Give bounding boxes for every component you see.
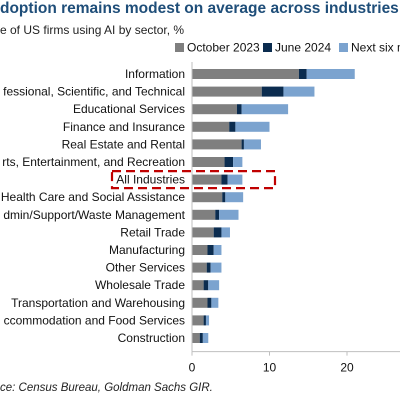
category-label: rts, Entertainment, and Recreation	[2, 155, 185, 169]
bar-segment	[192, 192, 223, 203]
bar-segment	[236, 104, 242, 115]
bar-segment	[192, 157, 225, 167]
category-label: Educational Services	[73, 102, 185, 116]
bar-segment	[192, 315, 204, 326]
bar-segment	[208, 280, 220, 291]
bar-segment	[222, 192, 226, 203]
legend-swatch	[175, 43, 184, 52]
bar-segment	[192, 174, 222, 185]
legend-swatch	[339, 43, 348, 52]
bar-segment	[243, 139, 261, 150]
bar-segment	[219, 209, 239, 220]
bar-segment	[225, 192, 244, 203]
bar-segment	[241, 139, 244, 150]
bar-segment	[192, 245, 208, 255]
bar-segment	[221, 227, 230, 238]
bar-segment	[233, 157, 243, 167]
chart-title: doption remains modest on average across…	[0, 0, 399, 17]
bar-segment	[298, 69, 307, 79]
bar-segment	[211, 297, 219, 308]
bar-segment	[192, 104, 237, 115]
bar-segment	[202, 333, 209, 343]
bar-segment	[215, 209, 220, 220]
legend-label: June 2024	[275, 41, 331, 55]
category-label: Manufacturing	[109, 243, 185, 257]
bar-segment	[192, 121, 230, 132]
bar-segment	[203, 280, 209, 291]
category-label: Information	[125, 67, 185, 81]
x-tick-label: 20	[340, 361, 354, 375]
category-label: Transportation and Warehousing	[11, 296, 185, 310]
category-label: All Industries	[116, 173, 185, 187]
bar-segment	[229, 121, 236, 132]
legend-swatch	[263, 43, 272, 52]
stacked-bar-chart: October 2023 June 2024 Next six m Informati…	[1, 41, 400, 375]
category-label: Health Care and Social Assistance	[1, 190, 185, 204]
x-tick-label: 10	[263, 361, 277, 375]
category-label: Construction	[118, 331, 185, 345]
bar-segment	[207, 297, 212, 308]
category-label: fessional, Scientific, and Technical	[3, 85, 185, 99]
category-label: Retail Trade	[120, 225, 185, 239]
highlight-box	[110, 170, 277, 190]
bar-segment	[235, 121, 270, 132]
bar-segment	[261, 86, 284, 97]
bar-segment	[199, 333, 203, 343]
bar-segment	[192, 69, 299, 79]
bar-segment	[306, 69, 355, 79]
bar-segment	[192, 209, 216, 220]
bar-segment	[192, 297, 208, 308]
source-note: ce: Census Bureau, Goldman Sachs GIR.	[0, 382, 213, 394]
chart-subtitle: e of US firms using AI by sector, %	[0, 23, 185, 37]
bar-segment	[207, 245, 214, 255]
bar-segment	[213, 245, 222, 255]
bar-segment	[192, 227, 214, 238]
bar-segment	[192, 333, 200, 343]
bar-segment	[210, 262, 222, 273]
category-label: Other Services	[106, 261, 185, 275]
bar-segment	[192, 139, 242, 150]
x-tick-label: 0	[189, 361, 196, 375]
bar-segment	[192, 280, 204, 291]
bar-segment	[241, 104, 289, 115]
category-label: ccommodation and Food Services	[4, 313, 185, 327]
bar-segment	[213, 227, 222, 238]
category-label: Real Estate and Rental	[62, 137, 185, 151]
bar-segment	[192, 86, 262, 97]
legend-label: October 2023	[187, 41, 260, 55]
bar-segment	[205, 315, 210, 326]
bar-segment	[206, 262, 211, 273]
bar-segment	[227, 174, 243, 185]
category-label: Finance and Insurance	[63, 120, 185, 134]
category-label: Wholesale Trade	[95, 278, 185, 292]
bar-segment	[221, 174, 228, 185]
category-label: dmin/Support/Waste Management	[3, 208, 185, 222]
bar-segment	[192, 262, 207, 273]
bar-segment	[224, 157, 234, 167]
legend-label: Next six m	[351, 41, 400, 55]
bar-segment	[283, 86, 315, 97]
bar-segment	[203, 315, 206, 326]
